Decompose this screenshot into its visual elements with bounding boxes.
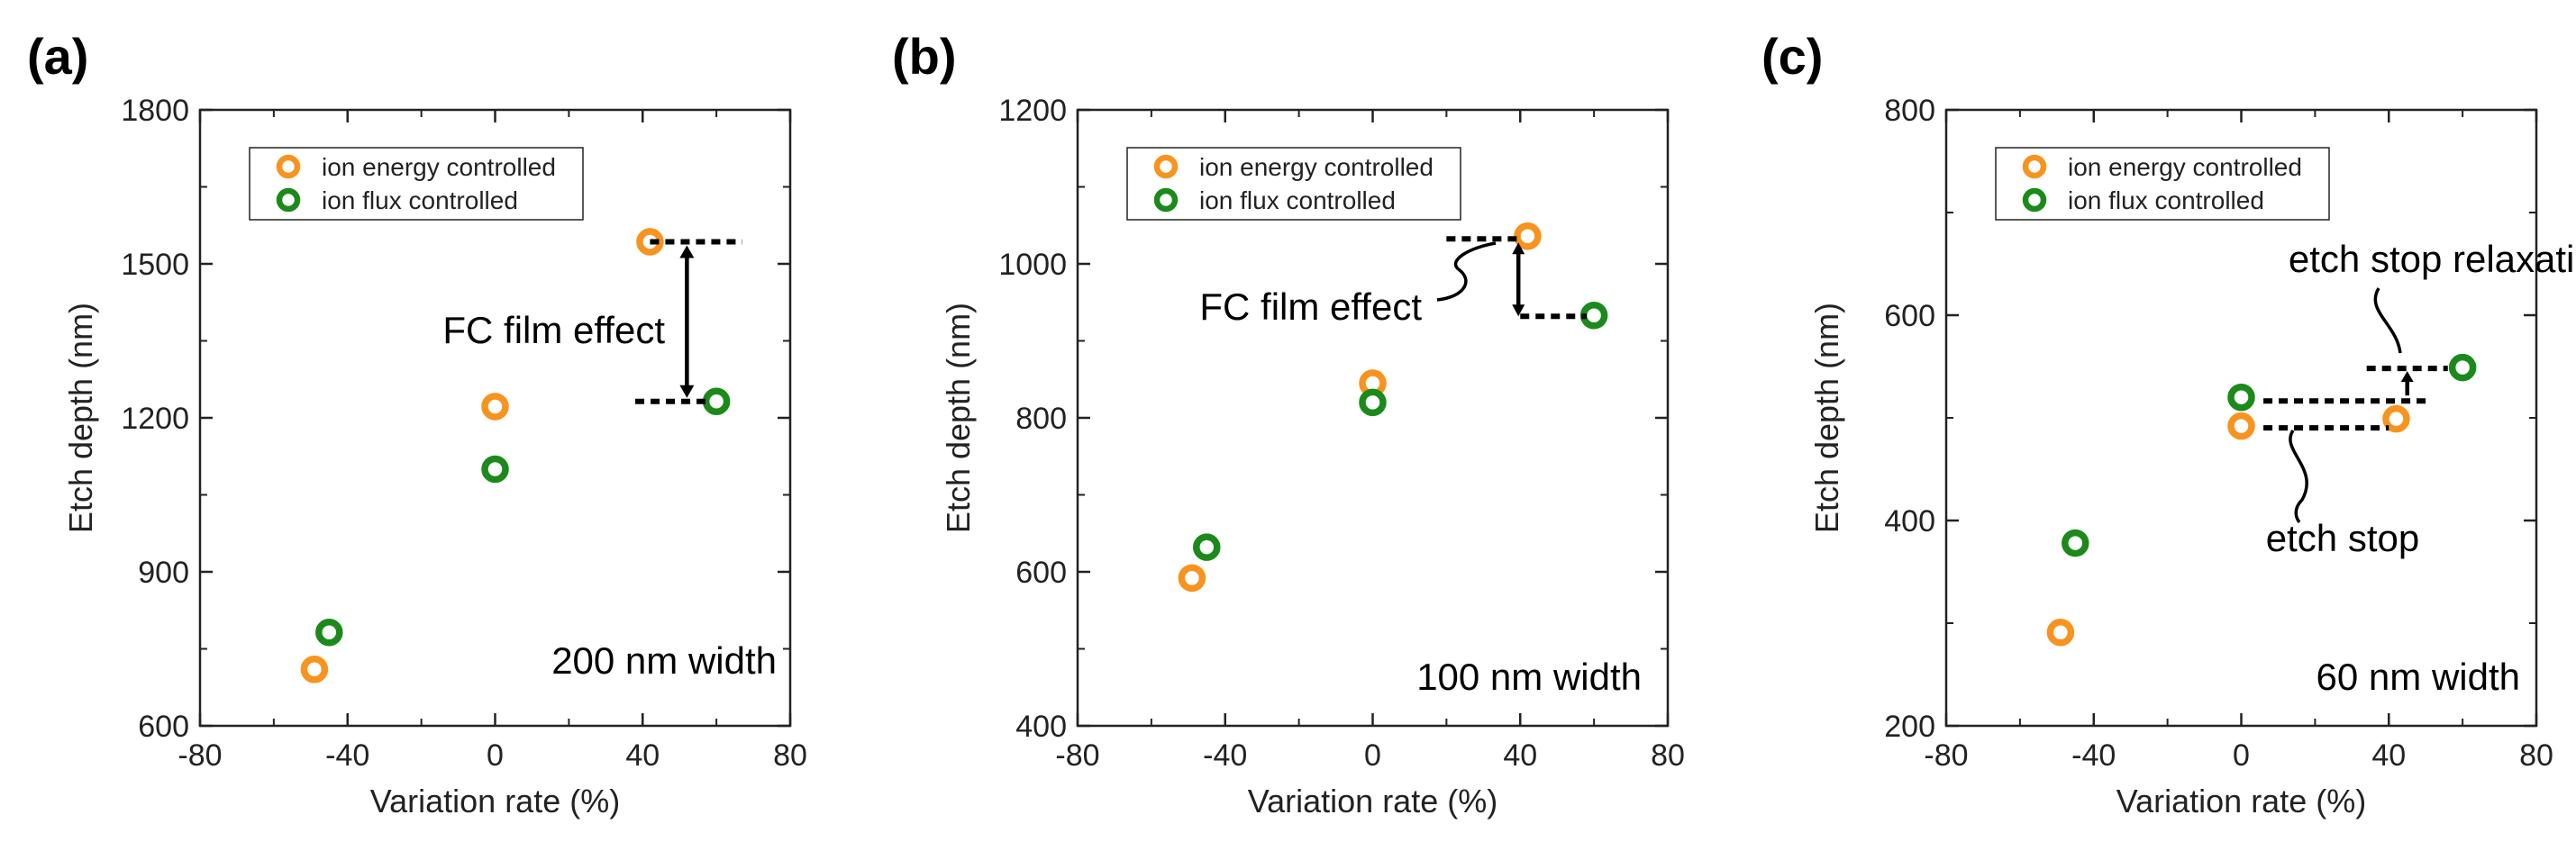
legend-marker [1153,154,1179,179]
legend-entry: ion energy controlled [322,153,556,181]
legend-marker [2022,187,2047,213]
x-axis-title: Variation rate (%) [1248,783,1497,819]
x-axis-title: Variation rate (%) [2116,783,2366,819]
flux-point [2448,353,2477,382]
y-tick-label: 600 [1884,299,1935,333]
y-tick-label: 900 [138,556,189,590]
x-tick-label: 80 [1651,738,1685,773]
energy-point [1178,564,1206,593]
y-tick-label: 800 [1015,402,1067,436]
legend-entry: ion flux controlled [2068,186,2264,214]
width-label: 60 nm width [2317,656,2520,698]
legend-entry: ion flux controlled [322,186,518,214]
x-tick-label: -80 [1055,738,1099,773]
arrow-head-up [1512,242,1525,255]
energy-point [2227,412,2255,440]
relaxation-leader [2373,287,2402,354]
flux-point [1359,388,1387,417]
flux-point [481,455,509,484]
legend-marker [276,154,301,179]
x-tick-label: 0 [2233,738,2250,773]
x-tick-label: -80 [177,738,222,773]
y-tick-label: 1800 [121,94,189,128]
y-axis-title: Etch depth (nm) [62,303,99,533]
energy-point [300,656,329,684]
x-tick-label: 40 [2371,738,2406,773]
etch-stop-relaxation-annotation: etch stop relaxation [2289,238,2576,280]
energy-point [1514,222,1542,250]
arrow-head-down [1512,304,1525,317]
legend-box [249,147,584,221]
x-tick-label: 40 [625,738,660,773]
x-tick-label: 40 [1503,738,1537,773]
width-label: 200 nm width [551,639,777,682]
energy-point [481,393,509,421]
legend-box [1995,147,2330,221]
legend-box [1126,147,1461,221]
y-tick-label: 1000 [998,248,1067,282]
x-tick-label: -40 [325,738,369,773]
panel-c: (c) -80 -40 0 40 80 200 400 600 800 Variation rate… [1761,28,2576,819]
arrow-head-up [2400,371,2414,383]
x-axis-title: Variation rate (%) [370,783,620,819]
y-tick-label: 800 [1884,94,1935,128]
y-tick-label: 400 [1884,504,1935,539]
y-tick-label: 1500 [121,248,189,282]
panel-b: (b) -80 -40 0 40 80 400 600 800 1000 1200 Variation… [892,28,1685,819]
flux-point [315,619,343,647]
annotation-leader [1436,241,1497,302]
legend-marker [2022,154,2047,179]
panel-label: (b) [892,28,957,85]
energy-point [2046,619,2075,647]
panel-label: (c) [1761,28,1823,85]
panel-a: (a) -80 -40 0 40 80 600 900 1200 1500 1800 Variatio… [27,28,807,819]
arrow-head-up [679,245,695,258]
y-tick-label: 400 [1015,710,1067,744]
y-tick-label: 200 [1884,710,1935,744]
x-tick-label: -40 [2071,738,2116,773]
flux-point [1193,533,1221,561]
y-tick-label: 600 [1015,556,1067,590]
y-axis-title: Etch depth (nm) [940,303,977,533]
fc-film-annotation: FC film effect [442,309,665,351]
width-label: 100 nm width [1416,656,1642,698]
y-tick-label: 1200 [998,94,1067,128]
y-axis-title: Etch depth (nm) [1808,303,1845,533]
x-tick-label: 80 [773,738,807,773]
fc-film-annotation: FC film effect [1199,285,1422,328]
etch-stop-annotation: etch stop [2266,517,2419,559]
x-tick-label: 0 [1364,738,1381,773]
legend-entry: ion energy controlled [2068,153,2302,181]
y-tick-label: 600 [138,710,189,744]
panel-label: (a) [27,28,88,85]
x-tick-label: -40 [1203,738,1247,773]
legend-entry: ion energy controlled [1199,153,1434,181]
arrow-head-down [679,385,695,398]
flux-point [1579,302,1608,330]
flux-point [2227,383,2255,412]
x-tick-label: -80 [1924,738,1968,773]
x-tick-label: 0 [487,738,504,773]
energy-point [2382,404,2410,433]
etch-stop-leader [2289,430,2308,524]
flux-point [702,387,731,416]
x-tick-label: 80 [2519,738,2553,773]
legend-marker [1153,187,1179,213]
legend-entry: ion flux controlled [1199,186,1396,214]
legend-marker [276,187,301,213]
flux-point [2062,529,2089,557]
y-tick-label: 1200 [121,402,189,436]
